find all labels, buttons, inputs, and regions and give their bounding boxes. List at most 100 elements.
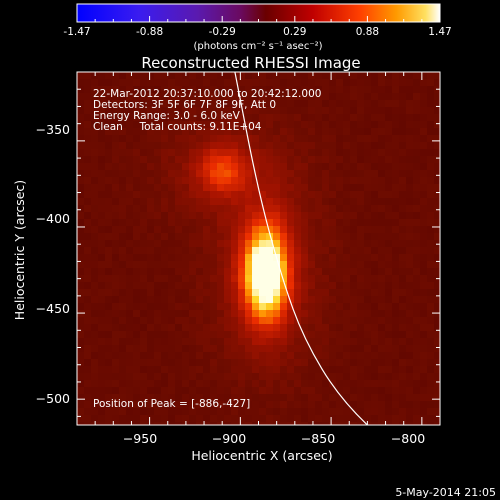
heatmap-cell (350, 79, 358, 87)
heatmap-cell (385, 184, 393, 192)
heatmap-cell (147, 317, 155, 325)
heatmap-cell (287, 212, 295, 220)
heatmap-cell (259, 149, 267, 157)
heatmap-cell (294, 415, 302, 423)
heatmap-cell (329, 156, 337, 164)
heatmap-cell (126, 170, 134, 178)
heatmap-cell (252, 135, 260, 143)
heatmap-cell (133, 149, 141, 157)
heatmap-cell (210, 303, 218, 311)
heatmap-cell (427, 177, 435, 185)
heatmap-cell (98, 275, 106, 283)
heatmap-cell (140, 198, 148, 206)
heatmap-cell (168, 401, 176, 409)
heatmap-cell (301, 72, 309, 80)
heatmap-cell (154, 275, 162, 283)
heatmap-cell (329, 268, 337, 276)
heatmap-cell (231, 163, 239, 171)
heatmap-cell (364, 107, 372, 115)
heatmap-cell (84, 233, 92, 241)
heatmap-cell (189, 79, 197, 87)
heatmap-cell (112, 359, 120, 367)
heatmap-cell (378, 198, 386, 206)
heatmap-cell (189, 219, 197, 227)
heatmap-cell (182, 261, 190, 269)
heatmap-cell (224, 142, 232, 150)
heatmap-cell (112, 170, 120, 178)
heatmap-cell (119, 338, 127, 346)
heatmap-cell (434, 387, 440, 395)
heatmap-cell (182, 233, 190, 241)
heatmap-cell (294, 352, 302, 360)
x-tick-label: −950 (123, 431, 157, 446)
heatmap-cell (322, 121, 330, 129)
heatmap-cell (287, 177, 295, 185)
heatmap-cell (315, 338, 323, 346)
heatmap-cell (196, 121, 204, 129)
heatmap-cell (231, 366, 239, 374)
heatmap-cell (357, 107, 365, 115)
heatmap-cell (336, 198, 344, 206)
heatmap-cell (105, 310, 113, 318)
heatmap-cell (378, 359, 386, 367)
heatmap-cell (252, 233, 260, 241)
heatmap-cell (434, 156, 440, 164)
heatmap-cell (119, 310, 127, 318)
heatmap-cell (140, 240, 148, 248)
heatmap-cell (175, 184, 183, 192)
heatmap-cell (84, 394, 92, 402)
heatmap-cell (245, 394, 253, 402)
heatmap-cell (434, 191, 440, 199)
heatmap-cell (350, 142, 358, 150)
heatmap-cell (182, 163, 190, 171)
heatmap-cell (308, 338, 316, 346)
heatmap-cell (350, 191, 358, 199)
heatmap-cell (287, 282, 295, 290)
heatmap-cell (322, 408, 330, 416)
heatmap-cell (161, 177, 169, 185)
heatmap-cell (182, 198, 190, 206)
heatmap-cell (378, 345, 386, 353)
heatmap-cell (357, 114, 365, 122)
heatmap-cell (238, 240, 246, 248)
heatmap-cell (343, 422, 351, 425)
heatmap-cell (147, 387, 155, 395)
heatmap-cell (147, 100, 155, 108)
heatmap-cell (252, 205, 260, 213)
heatmap-cell (350, 121, 358, 129)
heatmap-cell (105, 121, 113, 129)
heatmap-cell (329, 275, 337, 283)
heatmap-cell (329, 205, 337, 213)
heatmap-cell (217, 296, 225, 304)
heatmap-cell (133, 79, 141, 87)
heatmap-cell (182, 401, 190, 409)
heatmap-cell (315, 184, 323, 192)
heatmap-cell (196, 317, 204, 325)
heatmap-cell (252, 380, 260, 388)
heatmap-cell (210, 331, 218, 339)
heatmap-cell (119, 282, 127, 290)
heatmap-cell (154, 177, 162, 185)
heatmap-cell (413, 191, 421, 199)
heatmap-cell (413, 100, 421, 108)
heatmap-cell (378, 352, 386, 360)
heatmap-cell (182, 247, 190, 255)
heatmap-cell (238, 128, 246, 136)
heatmap-cell (189, 331, 197, 339)
heatmap-cell (266, 345, 274, 353)
heatmap-cell (196, 142, 204, 150)
heatmap-cell (182, 100, 190, 108)
heatmap-cell (259, 177, 267, 185)
heatmap-cell (364, 86, 372, 94)
heatmap-cell (378, 121, 386, 129)
heatmap-cell (322, 345, 330, 353)
heatmap-cell (329, 261, 337, 269)
heatmap-cell (322, 86, 330, 94)
heatmap-cell (196, 380, 204, 388)
heatmap-cell (357, 212, 365, 220)
heatmap-cell (161, 128, 169, 136)
heatmap-cell (161, 268, 169, 276)
heatmap-cell (140, 191, 148, 199)
heatmap-cell (378, 408, 386, 416)
heatmap-cell (154, 170, 162, 178)
